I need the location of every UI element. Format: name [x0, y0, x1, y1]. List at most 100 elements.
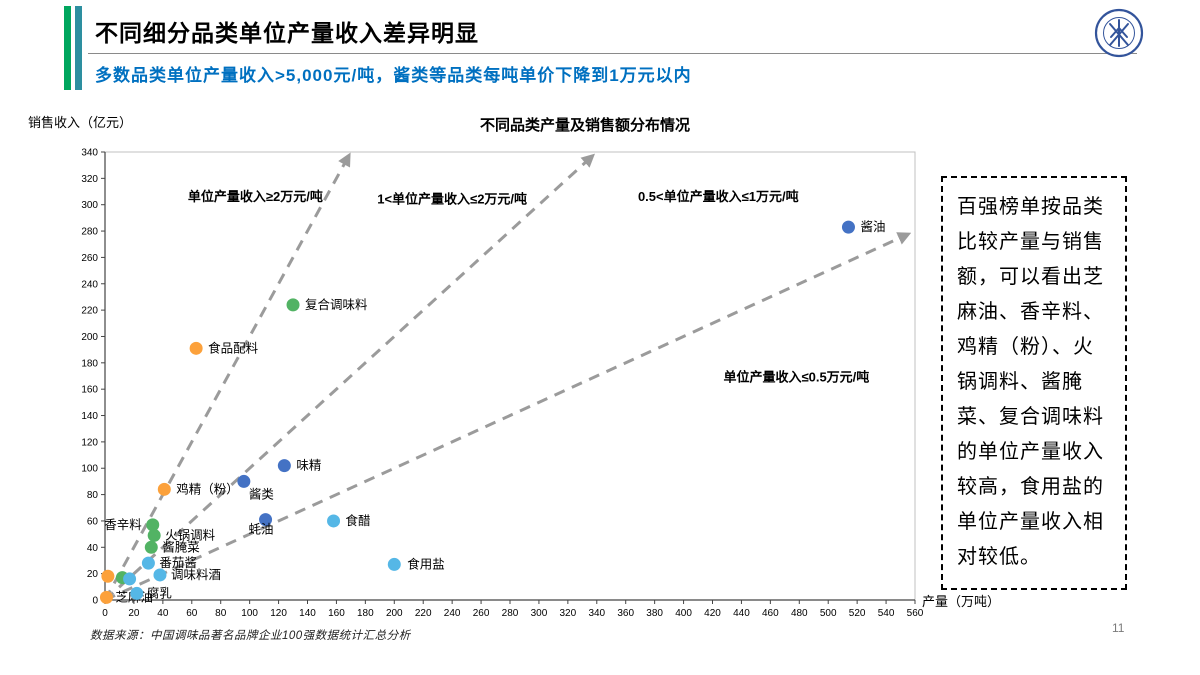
point-label: 味精 — [296, 459, 321, 473]
x-tick-label: 20 — [128, 608, 140, 619]
x-tick-label: 280 — [502, 608, 519, 619]
data-point — [841, 220, 855, 234]
scatter-chart: 0 20 40 60 80 100 120 140 160 180 200 220 240 260 280 3… — [81, 148, 924, 620]
data-point — [99, 590, 113, 604]
x-tick-label: 500 — [820, 608, 837, 619]
data-point — [147, 528, 161, 542]
point-label: 番茄酱 — [159, 555, 197, 570]
y-tick-label: 160 — [81, 385, 98, 396]
y-tick-label: 280 — [81, 227, 98, 238]
y-tick-label: 260 — [81, 253, 98, 264]
data-point — [153, 568, 167, 582]
data-point — [277, 459, 291, 473]
point-label: 香辛料 — [104, 518, 142, 532]
data-point — [144, 540, 158, 554]
x-tick-label: 80 — [215, 608, 227, 619]
annotation-text: 百强榜单按品类比较产量与销售额，可以看出芝麻油、香辛料、鸡精（粉）、火锅调料、酱… — [957, 196, 1104, 568]
data-point — [286, 298, 300, 312]
x-tick-label: 440 — [733, 608, 750, 619]
x-tick-label: 360 — [617, 608, 634, 619]
x-tick-label: 400 — [675, 608, 692, 619]
region-label: 单位产量收入≥2万元/吨 — [188, 189, 323, 204]
y-tick-label: 240 — [81, 279, 98, 290]
point-label: 鸡精（粉） — [176, 481, 239, 496]
association-logo-svg — [1094, 8, 1144, 58]
point-label: 酱类 — [249, 486, 275, 501]
x-tick-label: 260 — [473, 608, 490, 619]
point-label: 酱腌菜 — [162, 539, 200, 554]
point-label: 调味料酒 — [171, 568, 221, 582]
y-axis-title: 销售收入（亿元） — [28, 115, 133, 130]
data-point — [157, 482, 171, 496]
x-tick-label: 540 — [878, 608, 895, 619]
x-tick-label: 380 — [646, 608, 663, 619]
y-tick-label: 20 — [87, 569, 99, 580]
association-logo-icon — [1093, 7, 1145, 59]
point-label: 食醋 — [346, 513, 371, 528]
y-tick-label: 140 — [81, 411, 98, 422]
source-note: 数据来源：中国调味品著名品牌企业100强数据统计汇总分析 — [90, 630, 411, 642]
point-label: 蚝油 — [249, 523, 274, 537]
x-tick-label: 100 — [241, 608, 258, 619]
annotation-box: 百强榜单按品类比较产量与销售额，可以看出芝麻油、香辛料、鸡精（粉）、火锅调料、酱… — [941, 176, 1127, 590]
x-tick-label: 140 — [299, 608, 316, 619]
data-point — [189, 341, 203, 355]
region-label: 0.5<单位产量收入≤1万元/吨 — [638, 189, 799, 204]
x-tick-label: 40 — [157, 608, 169, 619]
point-label: 酱油 — [860, 219, 885, 234]
data-point — [146, 518, 160, 532]
data-point — [130, 586, 144, 600]
x-tick-label: 60 — [186, 608, 198, 619]
x-tick-label: 220 — [415, 608, 432, 619]
x-tick-label: 340 — [588, 608, 605, 619]
x-tick-label: 300 — [531, 608, 548, 619]
y-tick-label: 40 — [87, 543, 99, 554]
data-point — [101, 569, 115, 583]
page-subtitle: 多数品类单位产量收入>5,000元/吨，酱类等品类每吨单价下降到1万元以内 — [95, 66, 692, 85]
page-title: 不同细分品类单位产量收入差异明显 — [95, 20, 479, 46]
point-label: 腐乳 — [147, 585, 172, 600]
x-tick-label: 200 — [386, 608, 403, 619]
x-tick-label: 560 — [907, 608, 924, 619]
x-axis-title: 产量（万吨） — [922, 594, 1001, 609]
x-tick-label: 320 — [560, 608, 577, 619]
x-tick-label: 160 — [328, 608, 345, 619]
y-tick-label: 320 — [81, 174, 98, 185]
region-label: 1<单位产量收入≤2万元/吨 — [377, 191, 527, 206]
y-tick-label: 100 — [81, 464, 98, 475]
data-point — [141, 556, 155, 570]
point-label: 食用盐 — [407, 556, 445, 571]
x-tick-label: 520 — [849, 608, 866, 619]
accent-bar-green — [64, 6, 71, 90]
x-tick-label: 120 — [270, 608, 287, 619]
chart-title: 不同品类产量及销售额分布情况 — [479, 117, 690, 134]
data-point — [259, 513, 273, 527]
y-tick-label: 120 — [81, 437, 98, 448]
data-point — [237, 474, 251, 488]
x-tick-label: 480 — [791, 608, 808, 619]
x-tick-label: 420 — [704, 608, 721, 619]
data-point — [123, 572, 137, 586]
x-tick-label: 240 — [444, 608, 461, 619]
point-label: 复合调味料 — [305, 297, 368, 312]
trend-ray — [103, 152, 351, 601]
trend-ray — [104, 232, 912, 602]
y-tick-label: 80 — [87, 490, 99, 501]
y-tick-label: 200 — [81, 332, 98, 343]
data-point — [327, 514, 341, 528]
point-label: 火锅调料 — [165, 527, 216, 542]
x-tick-label: 460 — [762, 608, 779, 619]
y-tick-label: 300 — [81, 200, 98, 211]
point-label: 食品配料 — [208, 340, 259, 355]
y-tick-label: 180 — [81, 358, 98, 369]
data-point — [387, 557, 401, 571]
x-tick-label: 0 — [102, 608, 108, 619]
y-tick-label: 340 — [81, 148, 98, 159]
region-label: 单位产量收入≤0.5万元/吨 — [723, 369, 869, 384]
y-tick-label: 220 — [81, 306, 98, 317]
y-tick-label: 60 — [87, 516, 99, 527]
title-divider — [88, 53, 1137, 54]
trend-ray — [103, 153, 595, 602]
y-tick-label: 0 — [92, 596, 98, 607]
